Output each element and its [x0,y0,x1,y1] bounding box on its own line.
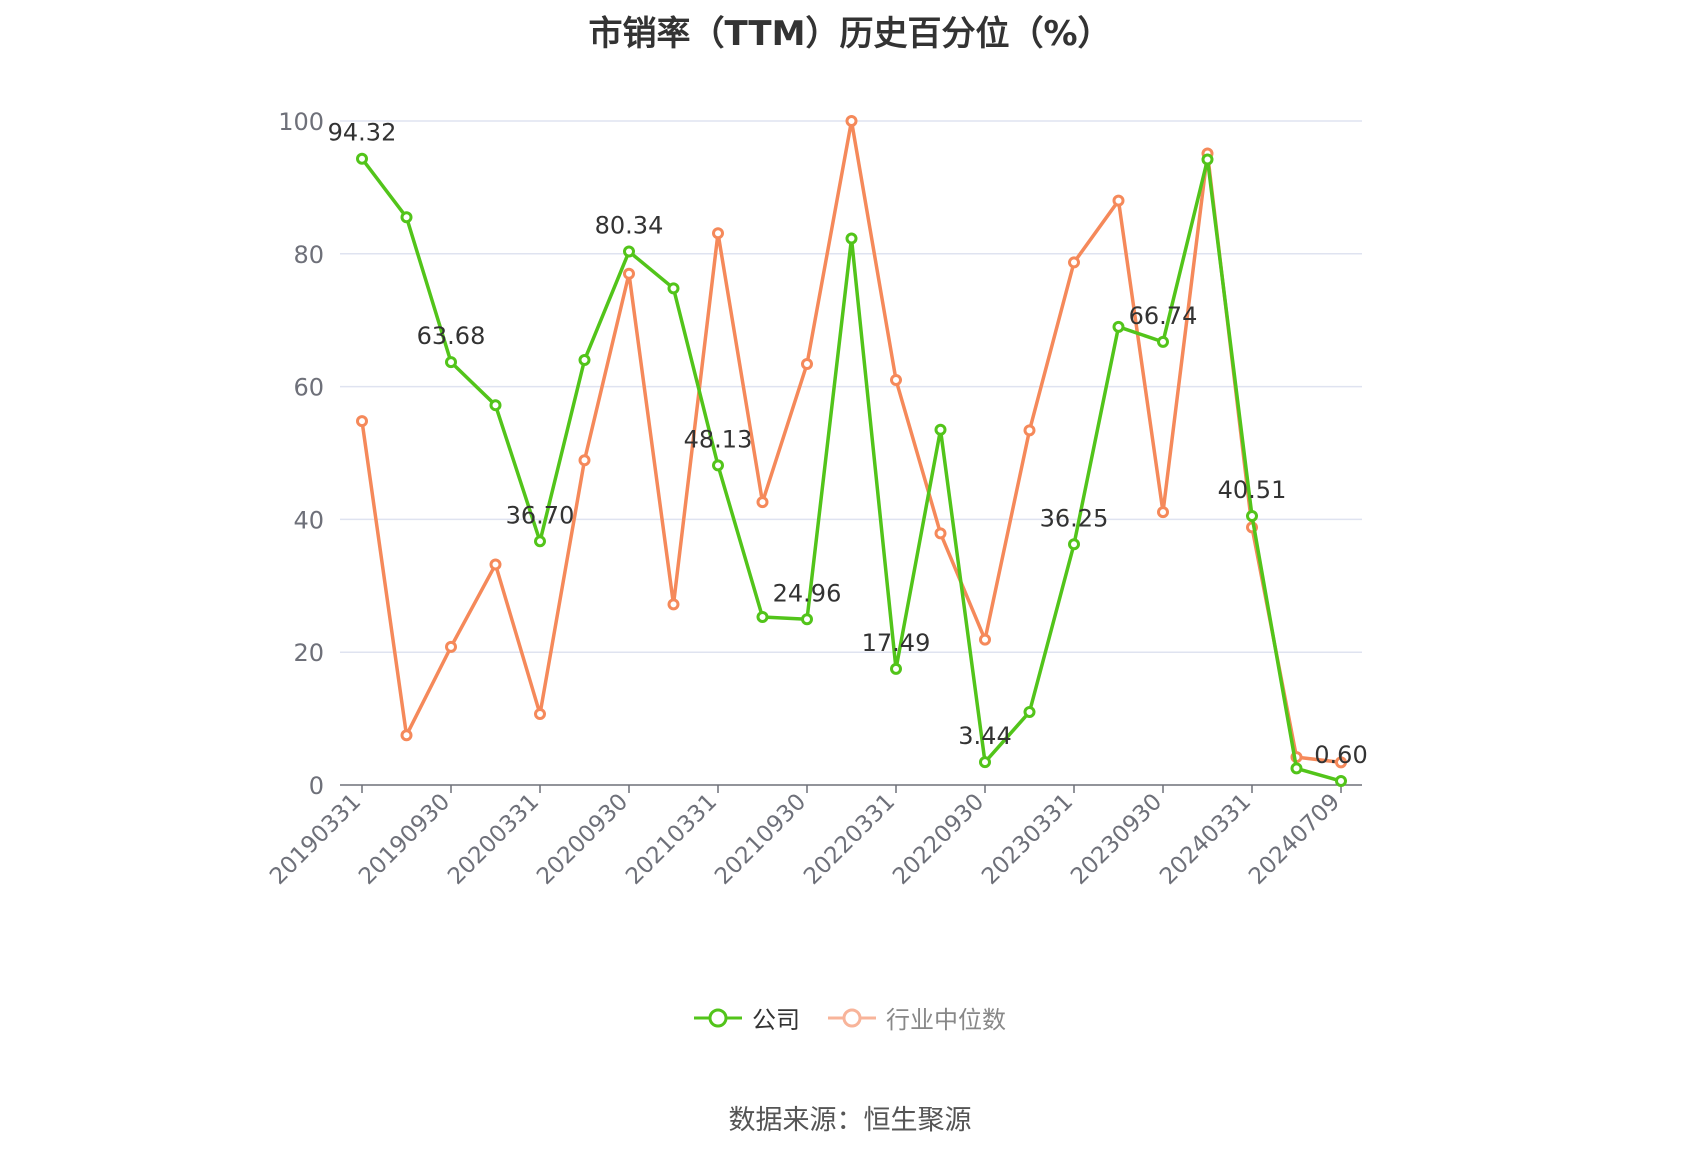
point-company-20210331 [712,459,724,472]
point-industry-20200331 [534,707,546,720]
data-label-company-20230331: 36.25 [1040,504,1109,532]
data-label-company-20220930: 3.44 [958,722,1011,750]
x-tick-label-20230331: 20230331 [977,789,1078,890]
point-company-20190630 [400,211,413,224]
point-industry-20210930 [801,358,813,371]
point-company-20240630 [1290,762,1303,775]
y-tick-label-20: 20 [293,639,324,667]
point-company-20201231 [667,282,680,295]
point-industry-20240709 [1335,756,1347,769]
x-tick-label-20190930: 20190930 [354,789,455,890]
point-company-20230930 [1157,335,1169,348]
point-industry-20200930 [623,267,635,280]
point-industry-20230930 [1157,506,1169,519]
point-company-20190930 [445,356,457,369]
point-company-20240331 [1246,510,1258,523]
point-industry-20210630 [756,496,769,509]
point-company-20221231 [1023,705,1036,718]
point-company-20230331 [1068,538,1080,551]
x-tick-label-20190331: 20190331 [265,789,366,890]
data-label-company-20190930: 63.68 [417,322,486,350]
point-industry-20190930 [445,640,457,653]
point-company-20220930 [979,756,991,769]
point-company-20200630 [578,354,591,367]
data-label-company-20210930: 24.96 [773,579,842,607]
x-tick-label-20220930: 20220930 [888,789,989,890]
data-label-company-20200331: 36.70 [506,501,575,529]
point-company-20220630 [934,423,947,436]
point-industry-20230331 [1068,256,1080,269]
x-tick-label-20230930: 20230930 [1066,789,1167,890]
data-label-company-20220331: 17.49 [862,629,931,657]
y-tick-label-0: 0 [309,772,324,800]
source-note: 数据来源：恒生聚源 [728,1105,972,1136]
point-company-20240709 [1335,775,1347,788]
series-layer [356,115,1347,788]
chart-title: 市销率（TTM）历史百分位（%） [588,14,1112,54]
point-industry-20211231 [845,115,858,127]
x-tick-label-20200930: 20200930 [532,789,633,890]
point-company-20210930 [801,613,813,626]
data-label-company-20240709: 0.60 [1314,741,1367,769]
point-company-20210630 [756,611,769,624]
point-industry-20210331 [712,227,724,240]
data-label-company-20240331: 40.51 [1218,476,1287,504]
point-industry-20190630 [400,729,413,742]
y-tick-label-40: 40 [293,506,324,534]
data-label-company-20230930: 66.74 [1129,302,1198,330]
data-label-company-20200930: 80.34 [595,212,664,240]
point-industry-20201231 [667,598,680,611]
data-label-company-20190331: 94.32 [328,119,397,147]
legend-label-company: 公司 [752,1006,800,1034]
legend-industry-line-icon [828,1008,876,1027]
point-industry-20230630 [1112,194,1125,207]
point-industry-20191231 [489,558,502,571]
y-tick-label-80: 80 [293,241,324,269]
legend-item-industry[interactable]: 行业中位数 [828,1000,1006,1035]
label-layer: 94.32 63.68 36.70 80.34 48.13 24.96 17.49 3.44 3… [328,119,1368,769]
point-industry-20220331 [890,373,902,386]
point-company-20200930 [623,245,635,258]
point-company-20230630 [1112,320,1125,333]
point-industry-20221231 [1023,424,1036,437]
legend-label-industry: 行业中位数 [886,1006,1006,1034]
y-tick-label-100: 100 [278,108,324,136]
x-tick-label-20210331: 20210331 [621,789,722,890]
point-company-20231231 [1201,153,1214,166]
legend: 公司 行业中位数 [0,1000,1700,1035]
point-company-20211231 [845,232,858,245]
point-industry-20190331 [356,415,368,428]
grid-layer [340,120,1362,653]
point-company-20191231 [489,399,502,412]
point-company-20190331 [356,152,368,165]
data-label-company-20210331: 48.13 [684,425,753,453]
point-company-20200331 [534,535,546,548]
x-tick-label-20240331: 20240331 [1155,789,1256,890]
x-tick-label-20210930: 20210930 [710,789,811,890]
point-industry-20200630 [578,454,591,467]
legend-item-company[interactable]: 公司 [694,1000,800,1035]
point-company-20220331 [890,662,902,675]
x-tick-label-20240709: 20240709 [1244,789,1345,890]
point-industry-20220630 [934,527,947,540]
y-tick-label-60: 60 [293,374,324,402]
point-industry-20220930 [979,633,991,646]
x-tick-label-20200331: 20200331 [443,789,544,890]
x-tick-label-20220331: 20220331 [799,789,900,890]
legend-company-line-icon [694,1008,742,1027]
